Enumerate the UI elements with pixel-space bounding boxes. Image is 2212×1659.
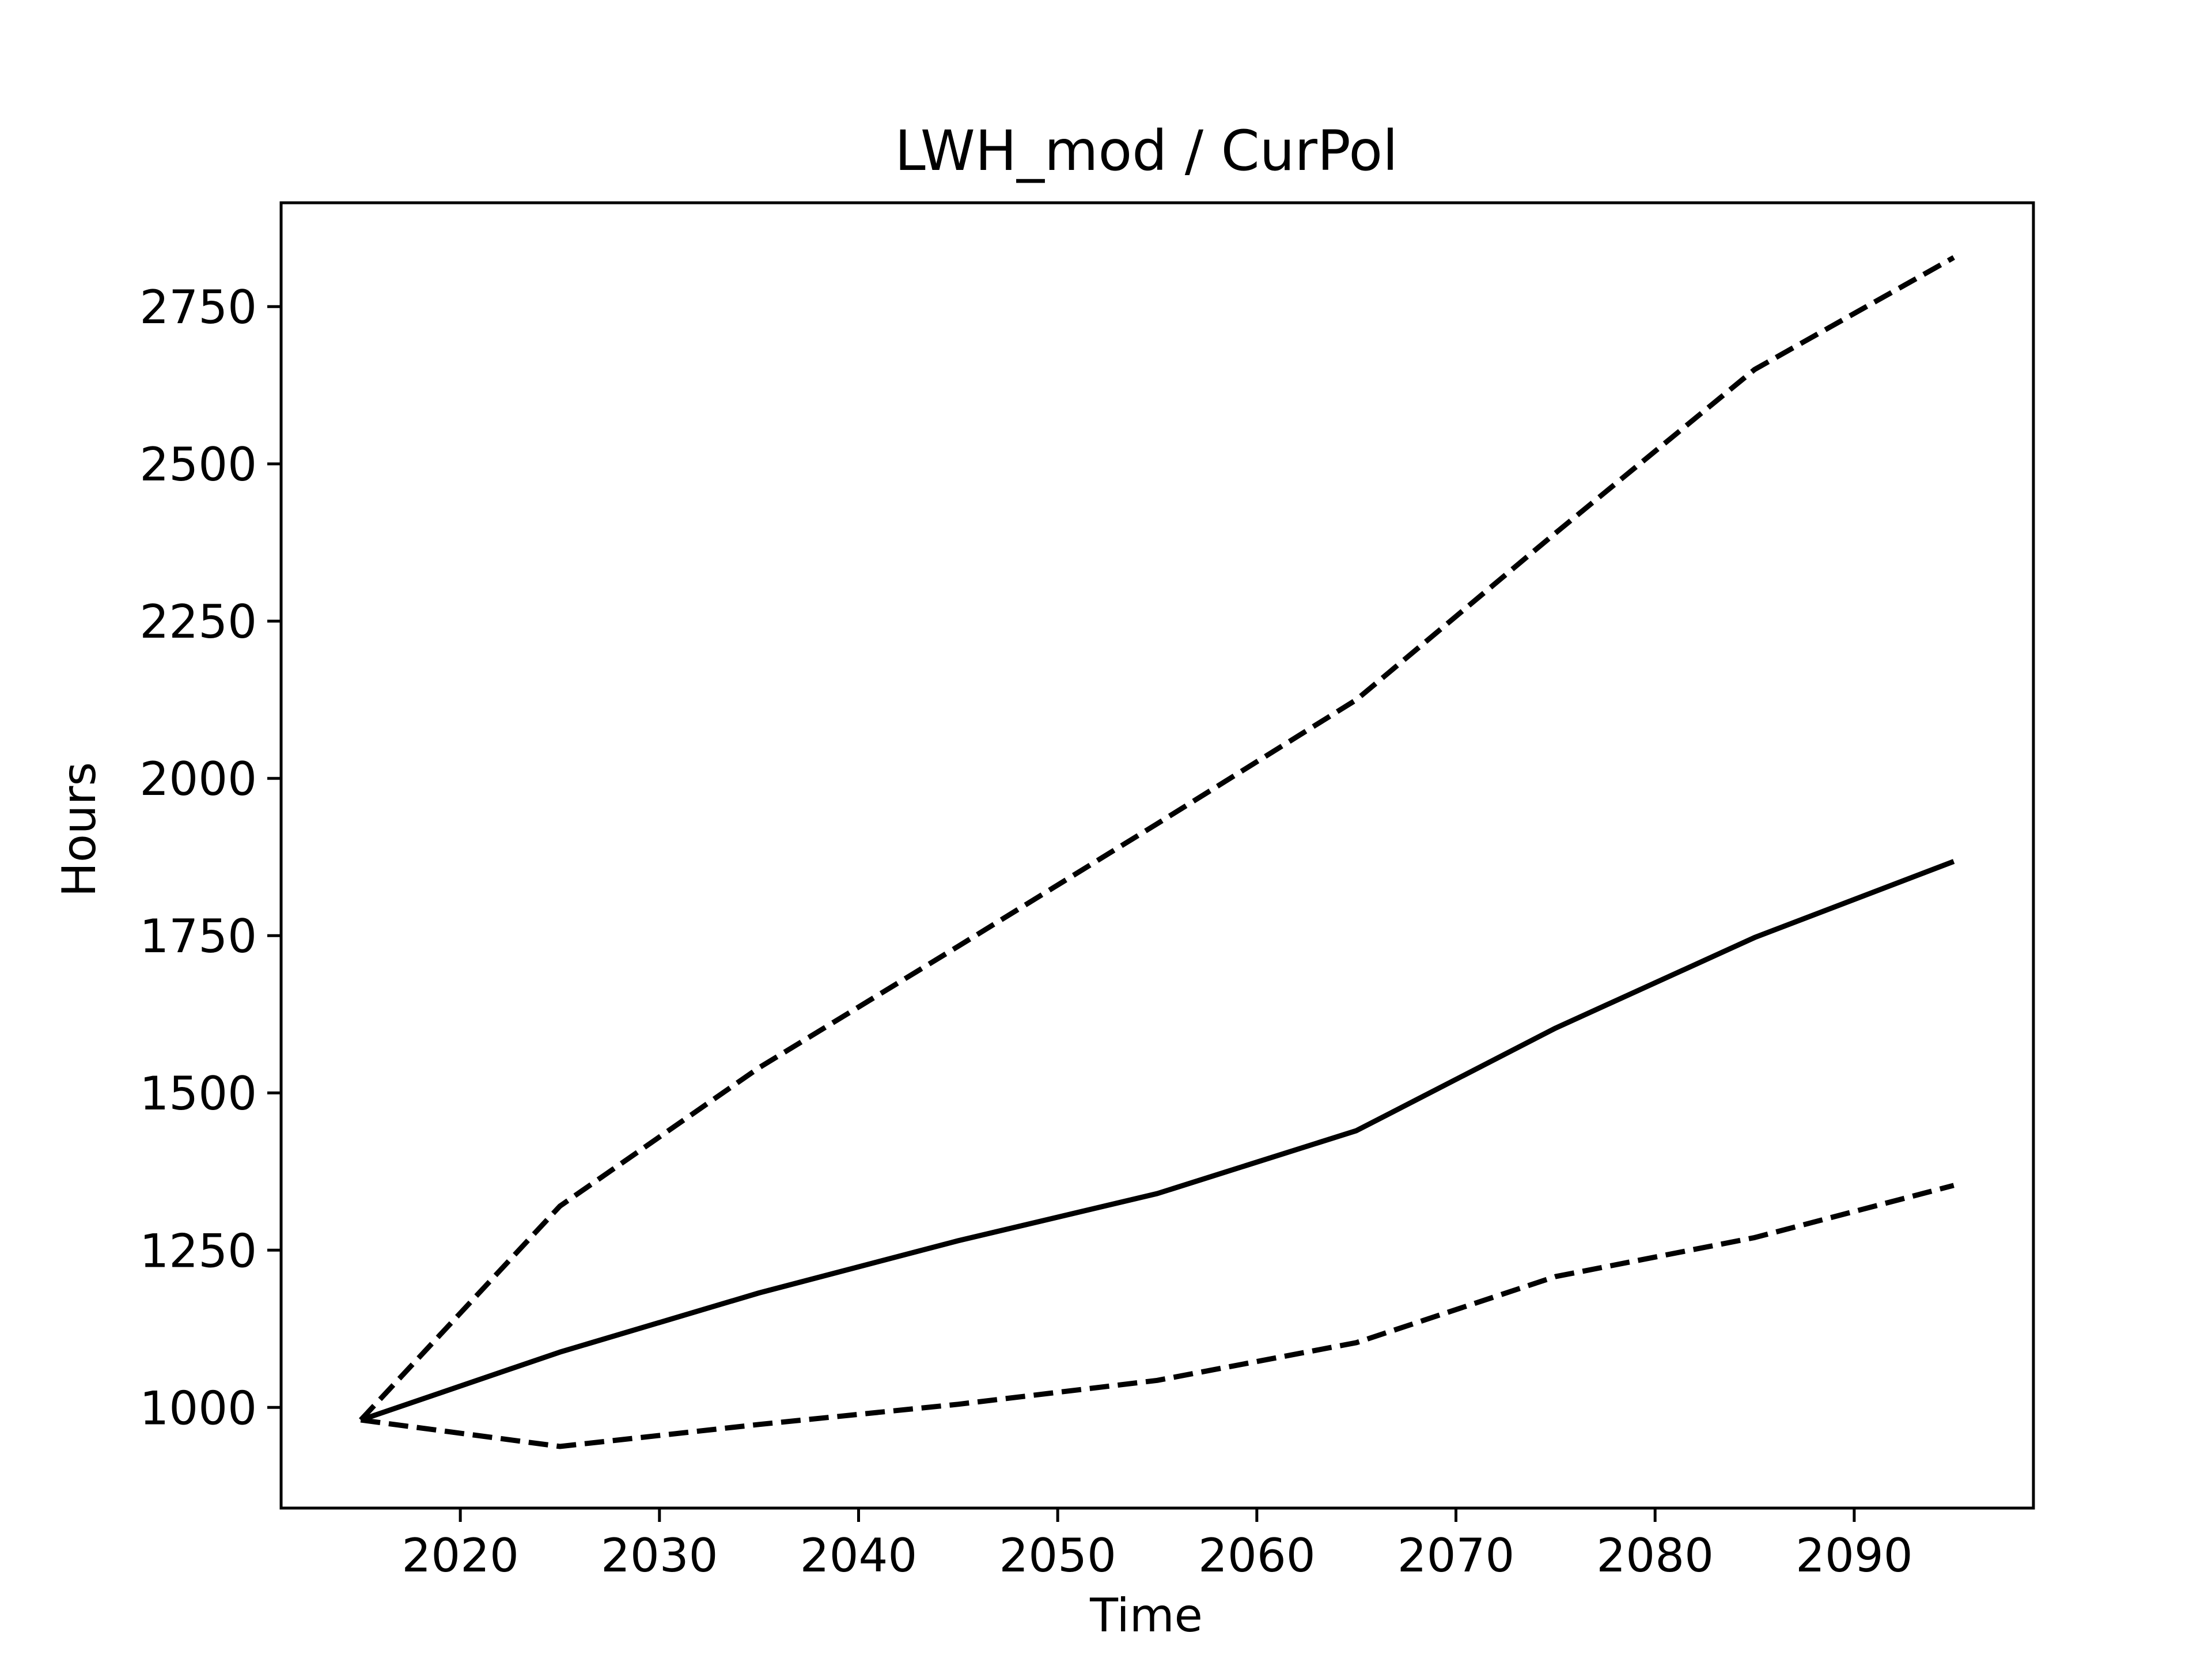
series-line-3 [360,1183,1955,1449]
plot-area: 2020 2030 2040 2050 2060 2070 2080 2090 1000 1250… [139,201,2035,1582]
y-axis-label: Hours [52,762,106,897]
x-tick-label-2070: 2070 [1397,1529,1515,1582]
x-tick-label-2090: 2090 [1796,1529,1913,1582]
x-tick-label-2030: 2030 [601,1529,718,1582]
y-tick-label-1250: 1250 [139,1224,257,1278]
y-tick-label-1500: 1500 [139,1067,257,1120]
series-line-2 [359,255,1955,1422]
y-tick-label-2750: 2750 [139,281,257,334]
x-tick-label-2060: 2060 [1198,1529,1316,1582]
x-tick-label-2050: 2050 [999,1529,1116,1582]
x-axis-label: Time [1089,1589,1203,1642]
y-tick-label-2500: 2500 [139,438,257,491]
y-tick-label-2000: 2000 [139,752,257,806]
x-tick-label-2080: 2080 [1596,1529,1714,1582]
y-tick-label-1750: 1750 [139,910,257,963]
x-tick-label-2040: 2040 [800,1529,918,1582]
x-tick-label-2020: 2020 [402,1529,519,1582]
y-tick-label-2250: 2250 [139,595,257,649]
chart-title: LWH_mod / CurPol [895,119,1398,183]
series-line-1 [359,859,1955,1423]
y-tick-label-1000: 1000 [139,1381,257,1435]
plot-frame [279,201,2035,1510]
